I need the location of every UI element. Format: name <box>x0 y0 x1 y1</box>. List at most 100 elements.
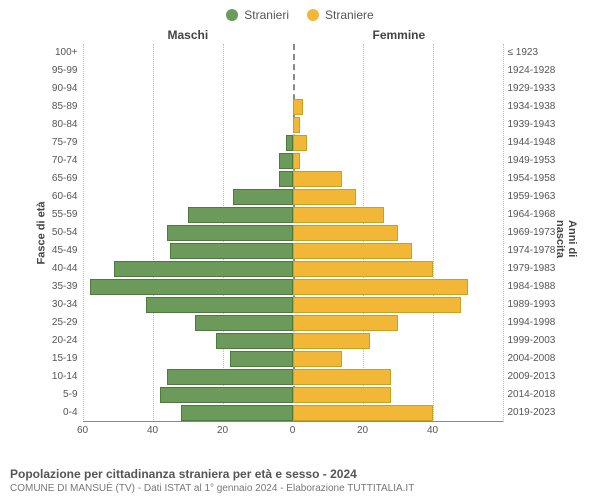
age-label: 75-79 <box>52 137 78 148</box>
age-label: 15-19 <box>52 353 78 364</box>
age-label: 35-39 <box>52 281 78 292</box>
year-label: 1959-1963 <box>508 191 556 202</box>
bar-male <box>167 225 293 241</box>
bar-female <box>293 189 356 205</box>
pyramid-row <box>83 152 503 170</box>
year-label: 1974-1978 <box>508 245 556 256</box>
age-label: 70-74 <box>52 155 78 166</box>
bar-male <box>216 333 293 349</box>
bar-female <box>293 369 391 385</box>
year-label: 1924-1928 <box>508 65 556 76</box>
year-label: 1949-1953 <box>508 155 556 166</box>
year-label: 2019-2023 <box>508 407 556 418</box>
y-axis-left: 100+95-9990-9485-8980-8475-7970-7465-696… <box>28 44 78 422</box>
year-label: 2014-2018 <box>508 389 556 400</box>
legend-swatch-male <box>226 9 238 21</box>
bar-female <box>293 171 342 187</box>
bar-male <box>195 315 293 331</box>
age-label: 5-9 <box>63 389 77 400</box>
age-label: 90-94 <box>52 83 78 94</box>
age-label: 60-64 <box>52 191 78 202</box>
x-tick: 20 <box>357 425 368 436</box>
age-label: 40-44 <box>52 263 78 274</box>
caption-title: Popolazione per cittadinanza straniera p… <box>10 467 414 481</box>
x-tick: 60 <box>77 425 88 436</box>
pyramid-row <box>83 80 503 98</box>
age-label: 50-54 <box>52 227 78 238</box>
pyramid-row <box>83 260 503 278</box>
year-label: 1939-1943 <box>508 119 556 130</box>
year-label: 1929-1933 <box>508 83 556 94</box>
x-tick: 40 <box>147 425 158 436</box>
x-tick: 20 <box>217 425 228 436</box>
bar-male <box>188 207 293 223</box>
pyramid-row <box>83 188 503 206</box>
age-label: 0-4 <box>63 407 77 418</box>
bar-female <box>293 225 398 241</box>
bar-male <box>279 153 293 169</box>
pyramid-row <box>83 368 503 386</box>
age-label: 85-89 <box>52 101 78 112</box>
year-label: 1964-1968 <box>508 209 556 220</box>
age-label: 55-59 <box>52 209 78 220</box>
bar-male <box>146 297 293 313</box>
year-label: 1994-1998 <box>508 317 556 328</box>
year-label: 1989-1993 <box>508 299 556 310</box>
bar-male <box>233 189 293 205</box>
bar-female <box>293 387 391 403</box>
caption: Popolazione per cittadinanza straniera p… <box>10 467 414 494</box>
pyramid-row <box>83 332 503 350</box>
bar-male <box>181 405 293 421</box>
x-tick: 40 <box>427 425 438 436</box>
bar-female <box>293 297 461 313</box>
bar-male <box>170 243 293 259</box>
bar-male <box>167 369 293 385</box>
age-label: 25-29 <box>52 317 78 328</box>
age-label: 30-34 <box>52 299 78 310</box>
age-label: 45-49 <box>52 245 78 256</box>
year-label: 1979-1983 <box>508 263 556 274</box>
pyramid-row <box>83 44 503 62</box>
x-tick: 0 <box>290 425 296 436</box>
bar-female <box>293 315 398 331</box>
bar-female <box>293 405 433 421</box>
y-axis-right: ≤ 1923 1924-1928 1929-1933 1934-1938 1939-19… <box>508 44 573 422</box>
pyramid-row <box>83 224 503 242</box>
year-label: ≤ 1923 <box>508 47 539 58</box>
bar-female <box>293 99 304 115</box>
legend-label-female: Straniere <box>325 8 374 22</box>
pyramid-row <box>83 296 503 314</box>
year-label: 1984-1988 <box>508 281 556 292</box>
bar-female <box>293 351 342 367</box>
age-label: 65-69 <box>52 173 78 184</box>
bar-female <box>293 117 300 133</box>
year-label: 2009-2013 <box>508 371 556 382</box>
side-title-female: Femmine <box>373 28 426 42</box>
pyramid-row <box>83 170 503 188</box>
legend-label-male: Stranieri <box>244 8 289 22</box>
bar-female <box>293 243 412 259</box>
pyramid-row <box>83 242 503 260</box>
pyramid-row <box>83 386 503 404</box>
gridline <box>503 44 504 422</box>
year-label: 1944-1948 <box>508 137 556 148</box>
age-label: 95-99 <box>52 65 78 76</box>
year-label: 1934-1938 <box>508 101 556 112</box>
bar-male <box>160 387 293 403</box>
pyramid-row <box>83 206 503 224</box>
bar-female <box>293 207 384 223</box>
x-axis: 60402002040 <box>83 422 503 438</box>
bar-male <box>286 135 293 151</box>
year-label: 2004-2008 <box>508 353 556 364</box>
bar-female <box>293 279 468 295</box>
bar-female <box>293 153 300 169</box>
bar-female <box>293 333 370 349</box>
pyramid-row <box>83 314 503 332</box>
pyramid-row <box>83 98 503 116</box>
bar-male <box>279 171 293 187</box>
pyramid-row <box>83 116 503 134</box>
legend-item-male: Stranieri <box>226 8 289 22</box>
age-label: 100+ <box>55 47 78 58</box>
year-label: 1999-2003 <box>508 335 556 346</box>
bar-male <box>230 351 293 367</box>
